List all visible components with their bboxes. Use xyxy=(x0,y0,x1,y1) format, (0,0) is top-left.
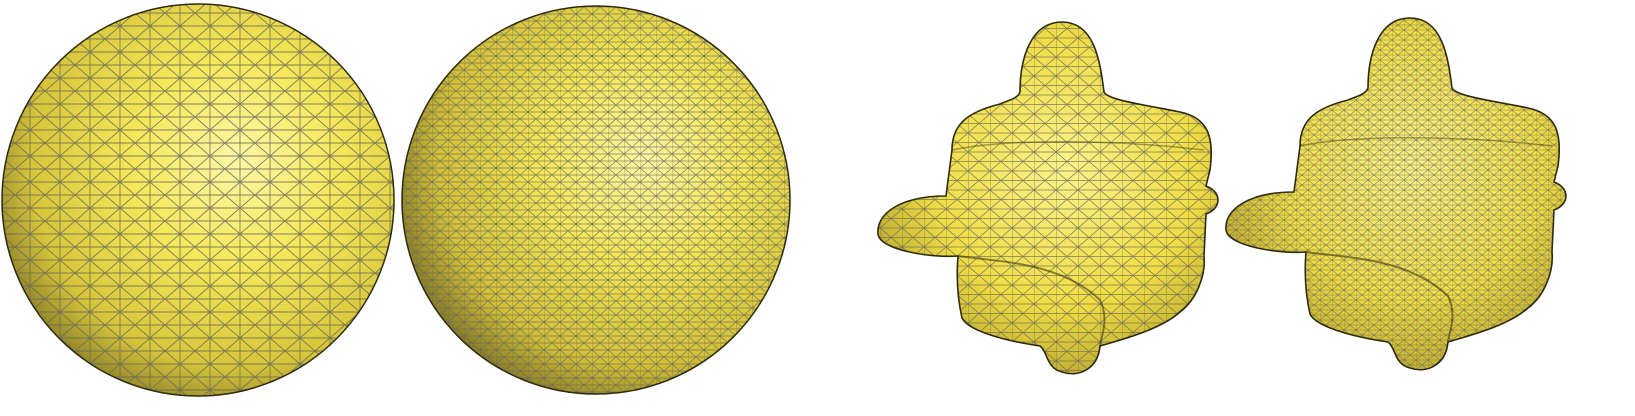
sphere-coarse-wireframe xyxy=(2,4,394,396)
blob-coarse-crease xyxy=(957,255,1106,347)
blob-fine-edge xyxy=(1299,137,1553,147)
blob-fine-crease xyxy=(1305,251,1454,343)
blob-coarse-edge xyxy=(951,141,1205,151)
sphere-fine-mesh xyxy=(401,5,791,395)
sphere-coarse-mesh xyxy=(1,3,395,397)
sphere-fine-outline xyxy=(401,5,791,395)
sphere-fine-wireframe xyxy=(402,6,790,394)
sphere-coarse-outline xyxy=(1,3,395,397)
